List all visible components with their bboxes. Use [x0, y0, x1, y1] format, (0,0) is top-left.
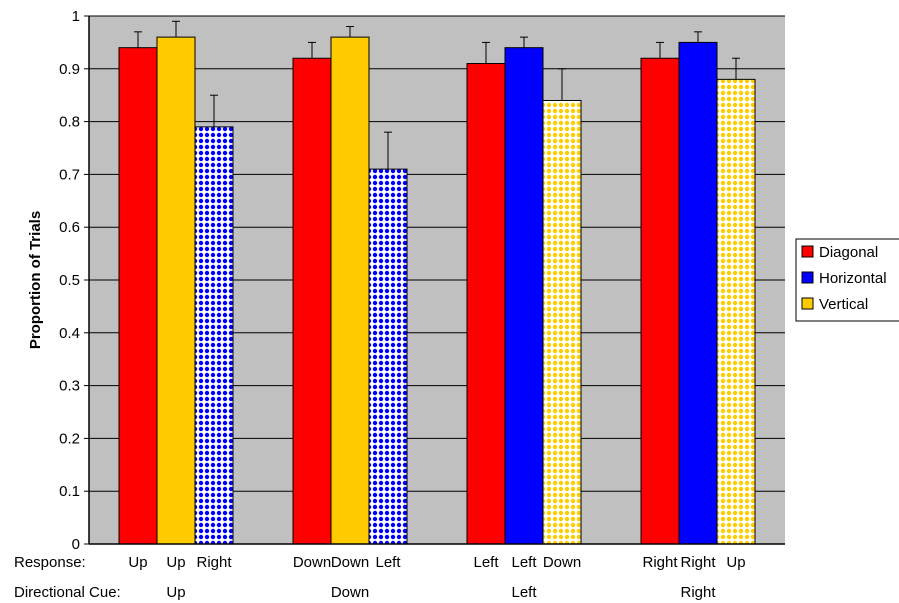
error-bars: [134, 20, 740, 170]
y-tick-label: 0.7: [59, 166, 80, 183]
legend-swatch-horizontal: [801, 271, 814, 284]
response-row-label: Response:: [14, 554, 86, 571]
y-tick-label: 0.3: [59, 378, 80, 395]
bar-vertical: [542, 99, 582, 545]
directional-cue-label: Up: [166, 584, 185, 601]
bar-vertical: [716, 78, 756, 545]
response-label: Up: [166, 554, 185, 571]
response-label: Left: [511, 554, 537, 571]
bar-diagonal: [118, 47, 158, 545]
legend-label-vertical: Vertical: [819, 296, 868, 313]
bar-horizontal: [194, 126, 234, 545]
legend-label-diagonal: Diagonal: [819, 244, 878, 261]
y-tick-label: 1: [72, 8, 80, 25]
bar-diagonal: [466, 63, 506, 545]
legend: Diagonal Horizontal Vertical: [795, 238, 899, 322]
directional-cue-row-label: Directional Cue:: [14, 584, 121, 601]
legend-swatch-vertical: [801, 297, 814, 310]
bar-horizontal: [678, 41, 718, 545]
response-label: Right: [642, 554, 678, 571]
response-label: Down: [293, 554, 331, 571]
y-tick-label: 0.4: [59, 325, 80, 342]
bar-vertical: [156, 36, 196, 545]
legend-swatch-diagonal: [801, 245, 814, 258]
bars: [118, 36, 756, 545]
response-label: Left: [473, 554, 499, 571]
response-label: Right: [196, 554, 232, 571]
bar-vertical: [330, 36, 370, 545]
y-tick-label: 0.2: [59, 430, 80, 447]
directional-cue-label: Right: [680, 584, 716, 601]
y-tick-label: 0.9: [59, 61, 80, 78]
y-tick-label: 0.8: [59, 114, 80, 131]
directional-cue-label: Left: [511, 584, 537, 601]
response-label: Down: [331, 554, 369, 571]
bar-diagonal: [640, 57, 680, 545]
bar-horizontal: [368, 168, 408, 545]
y-axis-title: Proportion of Trials: [27, 211, 44, 349]
directional-cue-label: Down: [331, 584, 369, 601]
y-tick-label: 0: [72, 536, 80, 553]
bar-diagonal: [292, 57, 332, 545]
response-label: Left: [375, 554, 401, 571]
bar-horizontal: [504, 47, 544, 545]
y-axis-ticks: 0 0.1 0.2 0.3 0.4 0.5 0.6 0.7 0.8 0.9 1: [59, 8, 89, 553]
response-label: Down: [543, 554, 581, 571]
response-label: Up: [128, 554, 147, 571]
response-label: Right: [680, 554, 716, 571]
legend-label-horizontal: Horizontal: [819, 270, 887, 287]
y-tick-label: 0.1: [59, 483, 80, 500]
response-label: Up: [726, 554, 745, 571]
y-tick-label: 0.5: [59, 272, 80, 289]
y-tick-label: 0.6: [59, 219, 80, 236]
